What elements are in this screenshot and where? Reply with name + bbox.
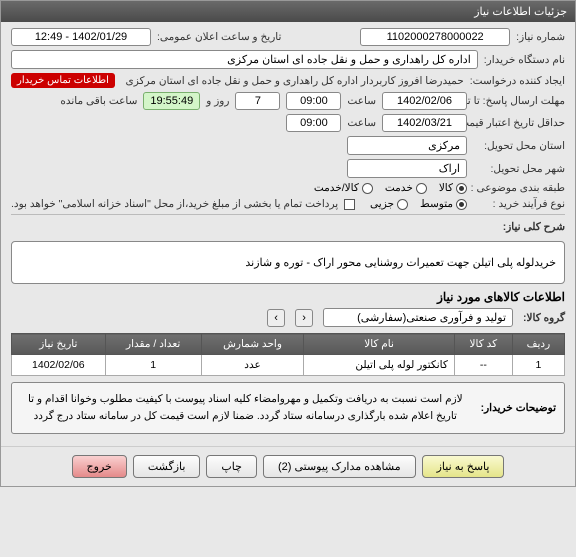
th-qty: تعداد / مقدار [105,334,201,355]
valid-time: 09:00 [286,114,341,132]
deadline-label: مهلت ارسال پاسخ: تا تاریخ: [473,95,565,107]
reply-button[interactable]: پاسخ به نیاز [422,455,505,478]
creator-value: حمیدرضا افروز کاربردار اداره کل راهداری … [121,75,464,87]
days-word: روز و [206,95,229,107]
valid-date: 1402/03/21 [382,114,467,132]
th-date: تاریخ نیاز [12,334,106,355]
separator [11,214,565,215]
radio-partial-label: جزیی [370,198,394,210]
prev-group-button[interactable]: ‹ [295,309,313,327]
group-value: تولید و فرآوری صنعتی(سفارشی) [323,308,513,327]
buyer-label: نام دستگاه خریدار: [484,54,565,66]
buytype-label: نوع فرآیند خرید : [473,198,565,210]
td-date: 1402/02/06 [12,355,106,376]
category-label: طبقه بندی موضوعی : [473,182,565,194]
city-label: شهر محل تحویل: [473,163,565,175]
td-qty: 1 [105,355,201,376]
days-left: 7 [235,92,280,110]
valid-label: حداقل تاریخ اعتبار قیمت: تا تاریخ: [473,117,565,129]
countdown-timer: 19:55:49 [143,92,200,110]
td-code: -- [454,355,512,376]
province-label: استان محل تحویل: [473,140,565,152]
buytype-radio-group: متوسط جزیی [370,198,467,210]
window-title: جزئیات اطلاعات نیاز [1,1,575,22]
desc-label: شرح کلی نیاز: [503,221,565,233]
pub-dt-label: تاریخ و ساعت اعلان عمومی: [157,31,281,43]
items-table: ردیف کد کالا نام کالا واحد شمارش تعداد /… [11,333,565,376]
radio-both[interactable] [362,183,373,194]
td-name: کانکتور لوله پلی اتیلن [304,355,455,376]
time-word-2: ساعت [347,117,376,129]
table-row[interactable]: 1 -- کانکتور لوله پلی اتیلن عدد 1 1402/0… [12,355,565,376]
pub-dt-value: 1402/01/29 - 12:49 [11,28,151,46]
desc-value: خریدلوله پلی اتیلن جهت تعمیرات روشنایی م… [11,241,565,284]
group-label: گروه کالا: [523,312,565,324]
td-unit: عدد [201,355,304,376]
buyer-notes-label: توضیحات خریدار: [481,391,556,425]
next-group-button[interactable]: › [267,309,285,327]
button-bar: پاسخ به نیاز مشاهده مدارک پیوستی (2) چاپ… [1,446,575,486]
province-value: مرکزی [347,136,467,155]
time-word-1: ساعت [347,95,376,107]
back-button[interactable]: بازگشت [133,455,201,478]
radio-goods[interactable] [456,183,467,194]
countdown-suffix: ساعت باقی مانده [60,95,137,107]
buyer-value: اداره کل راهداری و حمل و نقل جاده ای است… [11,50,478,69]
radio-partial[interactable] [397,199,408,210]
print-button[interactable]: چاپ [206,455,257,478]
need-no-label: شماره نیاز: [516,31,565,43]
th-unit: واحد شمارش [201,334,304,355]
radio-service[interactable] [416,183,427,194]
need-no-value: 1102000278000022 [360,28,510,46]
contact-buyer-button[interactable]: اطلاعات تماس خریدار [11,73,115,88]
deadline-time: 09:00 [286,92,341,110]
creator-label: ایجاد کننده درخواست: [470,75,565,87]
td-row: 1 [512,355,564,376]
city-value: اراک [347,159,467,178]
attach-button[interactable]: مشاهده مدارک پیوستی (2) [263,455,416,478]
exit-button[interactable]: خروج [72,455,127,478]
treasury-note: پرداخت تمام یا بخشی از مبلغ خرید،از محل … [11,198,338,210]
radio-mid-label: متوسط [420,198,453,210]
radio-goods-label: کالا [439,182,453,194]
radio-mid[interactable] [456,199,467,210]
buyer-notes-text: لازم است نسبت به دریافت وتکمیل و مهروامض… [20,391,471,425]
th-row: ردیف [512,334,564,355]
th-name: نام کالا [304,334,455,355]
deadline-date: 1402/02/06 [382,92,467,110]
items-header: اطلاعات کالاهای مورد نیاز [11,290,565,304]
category-radio-group: کالا خدمت کالا/خدمت [314,182,467,194]
radio-both-label: کالا/خدمت [314,182,359,194]
radio-service-label: خدمت [385,182,413,194]
treasury-checkbox[interactable] [344,199,355,210]
th-code: کد کالا [454,334,512,355]
